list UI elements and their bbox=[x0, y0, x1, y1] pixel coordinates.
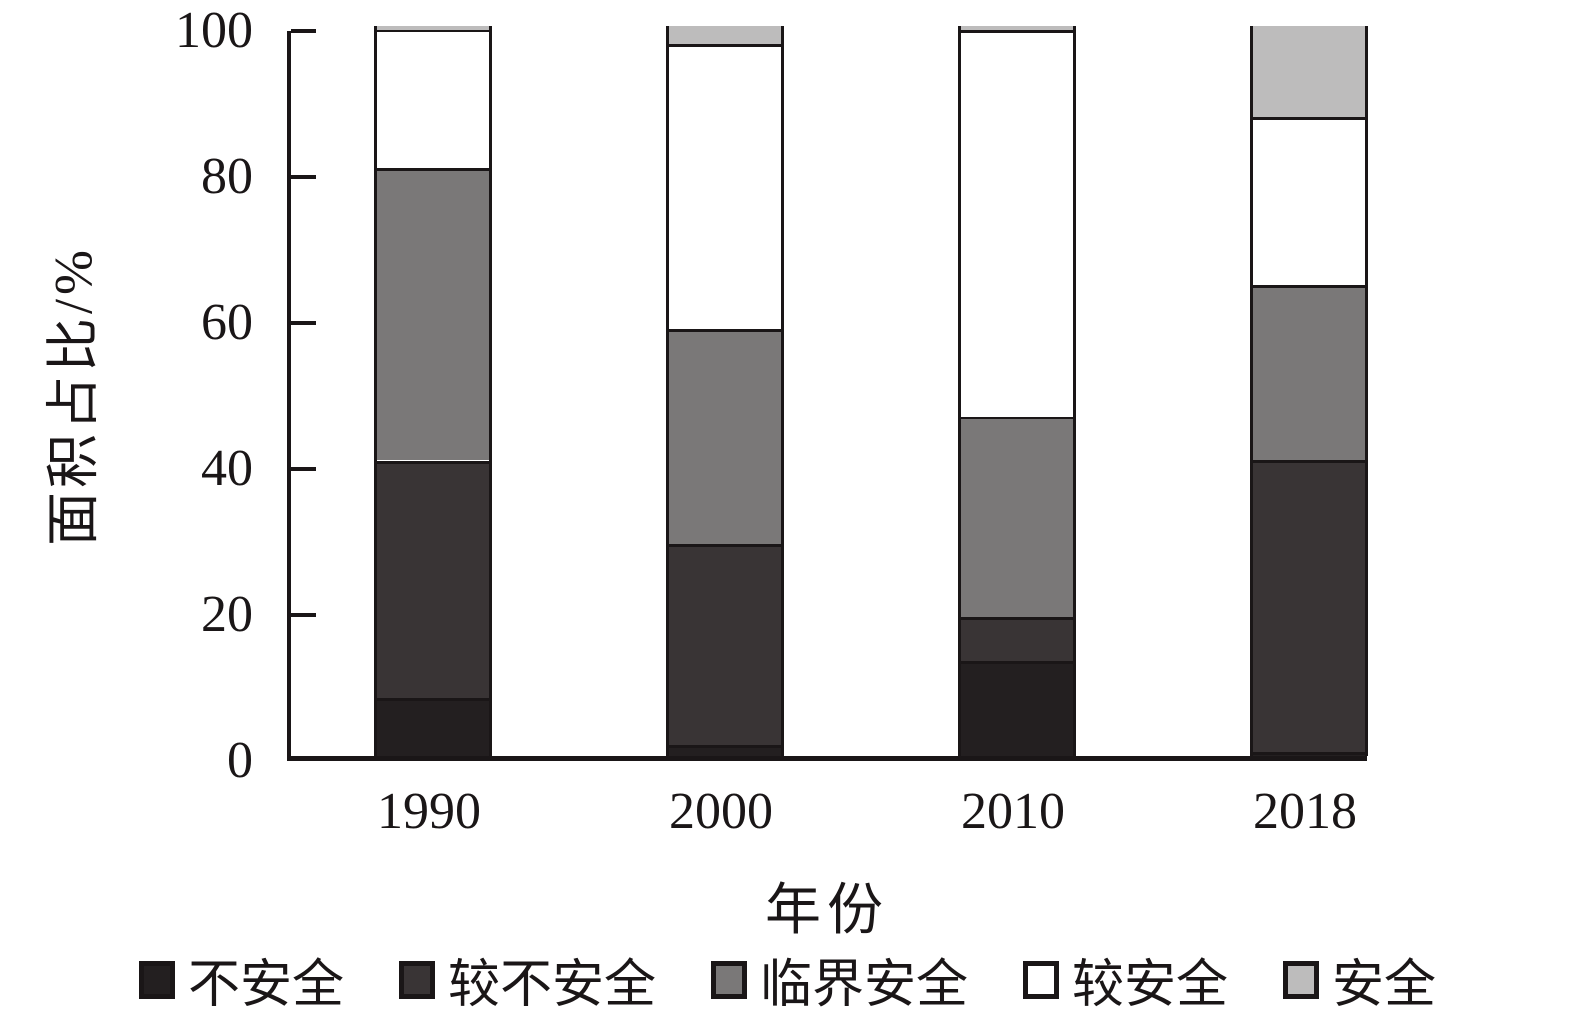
legend-item-临界安全: 临界安全 bbox=[710, 942, 968, 1014]
segment-2018-较不安全 bbox=[1253, 460, 1365, 752]
y-tick-label-80: 80 bbox=[201, 148, 253, 205]
segment-2010-较不安全 bbox=[961, 617, 1073, 661]
y-tick-label-60: 60 bbox=[201, 294, 253, 351]
bar-2000 bbox=[666, 26, 784, 756]
legend-label: 安全 bbox=[1332, 957, 1437, 1014]
segment-2000-安全 bbox=[669, 26, 781, 44]
legend-label: 不安全 bbox=[187, 957, 344, 1014]
legend-label: 较安全 bbox=[1072, 957, 1229, 1014]
y-tick-mark-60 bbox=[291, 321, 316, 325]
legend-label: 较不安全 bbox=[447, 957, 656, 1014]
segment-2010-临界安全 bbox=[961, 416, 1073, 617]
y-tick-mark-20 bbox=[291, 613, 316, 617]
x-axis-title: 年份 bbox=[765, 880, 889, 942]
y-tick-label-100: 100 bbox=[175, 2, 253, 59]
segment-1990-较安全 bbox=[377, 29, 489, 168]
y-tick-mark-40 bbox=[291, 467, 316, 471]
legend-swatch-icon bbox=[710, 960, 747, 999]
legend-swatch-icon bbox=[1023, 960, 1059, 999]
segment-2018-临界安全 bbox=[1253, 285, 1365, 460]
plot-area bbox=[287, 26, 1368, 761]
segment-2010-不安全 bbox=[961, 661, 1073, 756]
x-tick-label-1990: 1990 bbox=[377, 783, 481, 840]
bar-1990 bbox=[374, 26, 492, 756]
segment-2010-较安全 bbox=[961, 30, 1073, 417]
legend-swatch-icon bbox=[1283, 960, 1320, 999]
segment-2000-较安全 bbox=[669, 44, 781, 329]
legend-item-较安全: 较安全 bbox=[1023, 942, 1228, 1014]
y-tick-label-40: 40 bbox=[201, 440, 253, 497]
segment-2018-安全 bbox=[1253, 26, 1365, 117]
segment-2018-不安全 bbox=[1253, 752, 1365, 756]
y-tick-mark-100 bbox=[291, 29, 316, 33]
segment-1990-临界安全 bbox=[377, 168, 489, 460]
y-tick-label-20: 20 bbox=[201, 586, 253, 643]
segment-2000-临界安全 bbox=[669, 329, 781, 544]
x-tick-label-2018: 2018 bbox=[1253, 783, 1357, 840]
legend-label: 临界安全 bbox=[759, 957, 968, 1014]
legend-item-较不安全: 较不安全 bbox=[398, 942, 656, 1014]
segment-1990-安全 bbox=[377, 26, 489, 30]
segment-1990-较不安全 bbox=[377, 461, 489, 698]
y-tick-mark-80 bbox=[291, 175, 316, 179]
chart-legend: 不安全 较不安全 临界安全 较安全 安全 bbox=[0, 942, 1575, 1014]
legend-swatch-icon bbox=[138, 960, 175, 999]
legend-item-不安全: 不安全 bbox=[138, 942, 344, 1014]
segment-2010-安全 bbox=[961, 26, 1073, 30]
bar-2010 bbox=[958, 26, 1076, 756]
y-axis-title: 面积占比/% bbox=[43, 246, 104, 546]
segment-2000-较不安全 bbox=[669, 544, 781, 745]
legend-swatch-icon bbox=[398, 960, 435, 999]
legend-item-安全: 安全 bbox=[1283, 942, 1436, 1014]
segment-1990-不安全 bbox=[377, 698, 489, 756]
x-tick-label-2000: 2000 bbox=[669, 783, 773, 840]
y-tick-label-0: 0 bbox=[227, 732, 253, 789]
bar-2018 bbox=[1250, 26, 1368, 756]
segment-2018-较安全 bbox=[1253, 117, 1365, 285]
x-tick-label-2010: 2010 bbox=[961, 783, 1065, 840]
segment-2000-不安全 bbox=[669, 745, 781, 756]
